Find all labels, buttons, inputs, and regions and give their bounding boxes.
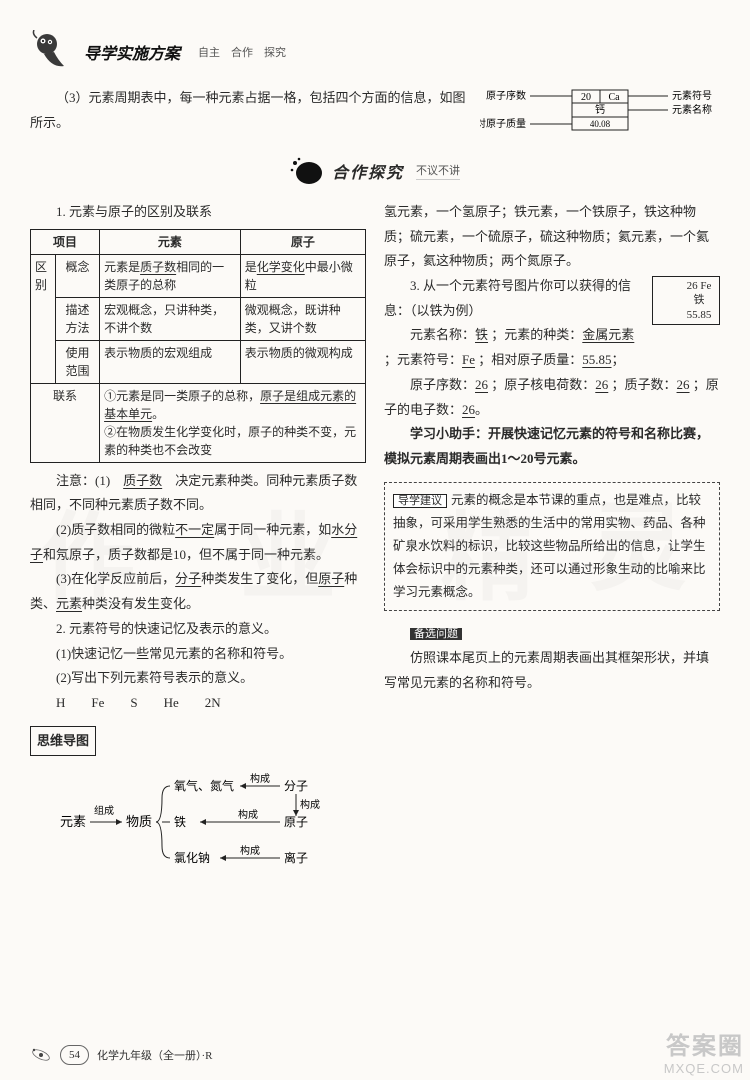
td-link-content: ①元素是同一类原子的总称，原子是组成元素的基本单元。 ②在物质发生化学变化时，原… [100,383,366,462]
comparison-table: 项目 元素 原子 区别 概念 元素是质子数相同的一类原子的总称 是化学变化中最小… [30,229,366,463]
td-atom-concept: 是化学变化中最小微粒 [240,254,365,297]
suggestion-box: 导学建议元素的概念是本节课的重点，也是难点，比较抽象，可采用学生熟悉的生活中的常… [384,482,720,612]
mm-target: 离子 [284,850,308,865]
symbol: Fe [91,691,104,716]
mm-item: 氯化钠 [174,850,210,865]
helper-text: 学习小助手：开展快速记忆元素的符号和名称比赛，模拟元素周期表画出1～20号元素。 [384,422,720,471]
note1: 注意：(1) 质子数 决定元素种类。同种元素质子数相同，不同种元素质子数不同。 [30,469,366,518]
main-two-col: 1. 元素与原子的区别及联系 项目 元素 原子 区别 概念 元素是质子数相同的一… [30,200,720,887]
symbol: He [164,691,179,716]
table-row: 项目 元素 原子 [31,229,366,254]
td-category: 区别 [31,254,56,383]
label-relative-mass: 相对原子质量 [480,117,526,130]
mm-target: 原子 [284,815,308,829]
symbol: 2N [205,691,221,716]
th-item: 项目 [31,229,100,254]
symbol: S [130,691,137,716]
header-sub: 自主 合作 探究 [198,44,286,60]
td-scope-label: 使用范围 [56,340,100,383]
td-atom-scope: 表示物质的微观构成 [240,340,365,383]
label-element-symbol: 元素符号 [672,89,712,102]
td-element-scope: 表示物质的宏观组成 [100,340,241,383]
intro-row: （3）元素周期表中，每一种元素占据一格，包括四个方面的信息，如图所示。 20 C… [30,86,720,146]
site-watermark: 答案圈 MXQE.COM [664,1026,744,1076]
table-row: 使用范围 表示物质的宏观组成 表示物质的微观构成 [31,340,366,383]
q1-heading: 1. 元素与原子的区别及联系 [30,200,366,225]
note3: (3)在化学反应前后，分子种类发生了变化，但原子种类、元素种类没有发生变化。 [30,567,366,616]
diagram-name: 钙 [595,103,605,116]
page-header: 导学实施方案 自主 合作 探究 [30,30,720,74]
optional-text: 仿照课本尾页上的元素周期表画出其框架形状，并填写常见元素的名称和符号。 [384,646,720,695]
td-concept-label: 概念 [56,254,100,297]
symbol-row: H Fe S He 2N [56,691,366,716]
banner-title: 合作探究 [332,159,404,183]
label-atomic-number: 原子序数 [486,89,526,102]
mm-target: 分子 [284,779,308,793]
symbol: H [56,691,65,716]
header-title: 导学实施方案 [84,40,180,64]
splash-icon [290,156,324,186]
suggestion-text: 元素的概念是本节课的重点，也是难点，比较抽象，可采用学生熟悉的生活中的常用实物、… [393,493,706,600]
suggestion-label: 导学建议 [393,494,447,508]
answer-p1: 氢元素，一个氢原子；铁元素，一个铁原子，铁这种物质；硫元素，一个硫原子，硫这种物… [384,200,720,274]
mm-edge: 组成 [94,804,114,817]
fe-info-box: 26 Fe 铁 55.85 [652,276,720,325]
mm-item: 氧气、氮气 [174,778,234,793]
periodic-cell-diagram: 20 Ca 钙 40.08 原子序数 元素符号 元素名称 相对原子质量 [480,86,720,146]
q3-heading: 26 Fe 铁 55.85 3. 从一个元素符号图片你可以获得的信息：（以铁为例… [384,274,720,323]
td-element-concept: 元素是质子数相同的一类原子的总称 [100,254,241,297]
q2b: (2)写出下列元素符号表示的意义。 [30,666,366,691]
table-row: 描述方法 宏观概念，只讲种类，不讲个数 微观概念，既讲种类，又讲个数 [31,297,366,340]
banner-sub: 不议不讲 [416,162,460,180]
td-desc-label: 描述方法 [56,297,100,340]
td-atom-desc: 微观概念，既讲种类，又讲个数 [240,297,365,340]
right-column: 氢元素，一个氢原子；铁元素，一个铁原子，铁这种物质；硫元素，一个硫原子，硫这种物… [384,200,720,695]
page-number: 54 [60,1045,89,1065]
fe-info-line2: 原子序数：26 ；原子核电荷数：26 ；质子数：26 ；原子的电子数：26。 [384,373,720,422]
orbit-icon [30,1044,52,1066]
td-link-label: 联系 [31,383,100,462]
label-element-name: 元素名称 [672,103,712,116]
mm-root: 元素 [60,814,86,829]
diagram-mass: 40.08 [590,119,611,129]
optional-heading: 备选问题 [384,621,720,646]
td-element-desc: 宏观概念，只讲种类，不讲个数 [100,297,241,340]
mm-edge: 构成 [250,772,270,785]
mindmap-header: 思维导图 [30,726,96,757]
footer-text: 化学九年级（全一册）·R [97,1047,213,1063]
page-footer: 54 化学九年级（全一册）·R [30,1044,213,1066]
mm-edge: 构成 [240,844,260,857]
section-banner: 合作探究 不议不讲 [30,156,720,186]
diagram-sym: Ca [608,92,620,103]
mm-edge: 构成 [238,808,258,821]
mindmap-diagram: 元素 组成 物质 氧气、氮气 铁 氯化钠 构成 分子 构 [60,768,366,887]
table-row: 区别 概念 元素是质子数相同的一类原子的总称 是化学变化中最小微粒 [31,254,366,297]
note2: (2)质子数相同的微粒不一定属于同一种元素，如水分子和氖原子，质子数都是10，但… [30,518,366,567]
mm-edge: 构成 [300,798,320,811]
table-row: 联系 ①元素是同一类原子的总称，原子是组成元素的基本单元。 ②在物质发生化学变化… [31,383,366,462]
th-atom: 原子 [240,229,365,254]
q2: 2. 元素符号的快速记忆及表示的意义。 [30,617,366,642]
intro-text: （3）元素周期表中，每一种元素占据一格，包括四个方面的信息，如图所示。 [30,86,470,135]
optional-label: 备选问题 [410,628,462,640]
page-root: 作 业 精 灵 导学实施方案 自主 合作 探究 （3）元素周期表中，每一种元素占… [0,0,750,1080]
mm-middle: 物质 [126,814,152,829]
fe-info-line1: 元素名称：铁 ；元素的种类：金属元素 ；元素符号：Fe ；相对原子质量：55.8… [384,323,720,372]
left-column: 1. 元素与原子的区别及联系 项目 元素 原子 区别 概念 元素是质子数相同的一… [30,200,366,887]
logo-icon [30,30,74,74]
q2a: (1)快速记忆一些常见元素的名称和符号。 [30,642,366,667]
mm-item: 铁 [174,815,186,829]
diagram-num: 20 [581,92,591,103]
th-element: 元素 [100,229,241,254]
